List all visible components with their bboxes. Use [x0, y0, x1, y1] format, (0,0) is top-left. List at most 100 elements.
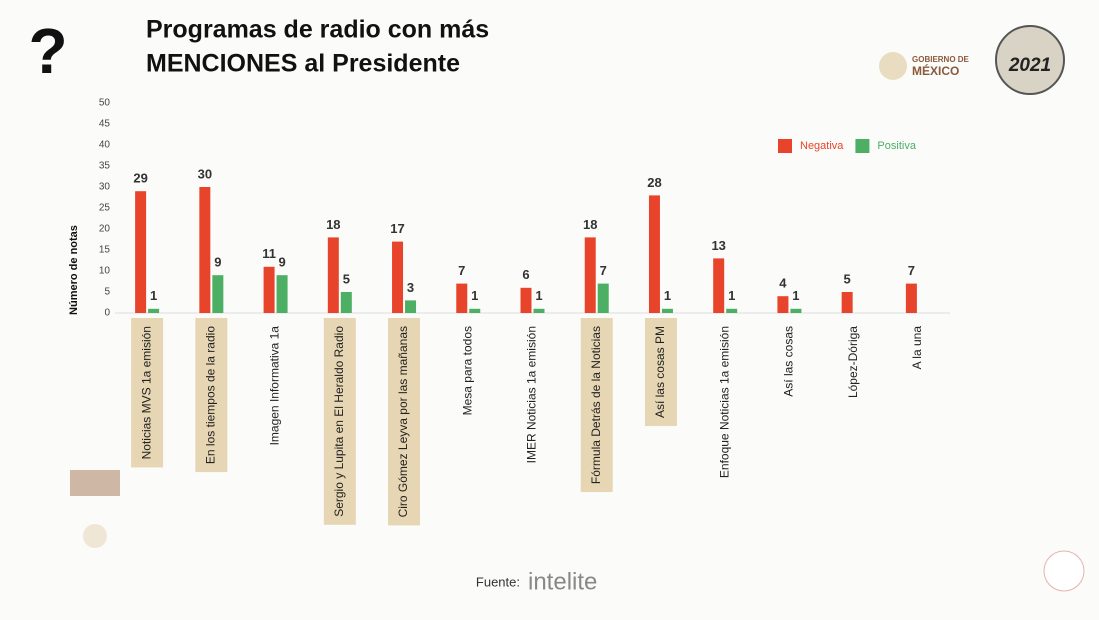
x-tick-label: Ciro Gómez Leyva por las mañanas: [396, 326, 410, 517]
bar: [713, 258, 725, 313]
x-tick-label: Así las cosas: [782, 326, 796, 397]
value-label: 18: [326, 217, 340, 232]
bar: [905, 283, 917, 313]
value-label: 7: [458, 263, 465, 278]
x-tick-label: Sergio y Lupita en El Heraldo Radio: [332, 326, 346, 517]
x-tick-label: Imagen Informativa 1a: [268, 326, 282, 446]
value-label: 1: [792, 288, 799, 303]
x-tick-label: Mesa para todos: [460, 326, 474, 415]
bar: [777, 296, 789, 313]
bar: [135, 191, 147, 313]
value-label: 4: [779, 276, 787, 291]
value-label: 3: [407, 280, 414, 295]
category-highlight: [644, 318, 677, 427]
category-label-group: En los tiempos de la radio: [195, 318, 228, 473]
value-label: 11: [262, 246, 276, 261]
y-tick-label: 0: [104, 308, 110, 319]
x-tick-label: En los tiempos de la radio: [204, 326, 218, 464]
logo-text: 2021: [1008, 55, 1051, 76]
x-tick-label: A la una: [910, 326, 924, 370]
bar: [405, 300, 417, 313]
category-label-group: Enfoque Noticias 1a emisión: [717, 326, 731, 478]
y-tick-label: 40: [99, 140, 111, 151]
value-label: 7: [908, 263, 915, 278]
x-tick-label: IMER Noticias 1a emisión: [525, 326, 539, 463]
bar: [148, 308, 160, 313]
question-icon: ?: [28, 15, 67, 87]
category-label-group: Así las cosas: [782, 326, 796, 397]
category-highlight: [323, 318, 356, 525]
category-label-group: Sergio y Lupita en El Heraldo Radio: [323, 318, 356, 525]
y-tick-label: 5: [104, 287, 110, 298]
logo-text: MÉXICO: [912, 63, 959, 78]
bar: [520, 287, 532, 313]
category-highlight: [131, 318, 164, 468]
chart-title: MENCIONES al Presidente: [146, 50, 460, 78]
bar: [392, 241, 404, 313]
value-label: 7: [600, 263, 607, 278]
decoration: [83, 524, 107, 548]
category-label-group: IMER Noticias 1a emisión: [525, 326, 539, 463]
legend-swatch: [778, 139, 792, 153]
category-label-group: López-Dóriga: [846, 326, 860, 398]
bar: [199, 187, 211, 313]
category-label-group: Imagen Informativa 1a: [268, 326, 282, 446]
category-highlight: [388, 318, 421, 526]
y-tick-label: 35: [99, 161, 111, 172]
source-label: Fuente:: [476, 574, 520, 589]
y-tick-label: 50: [99, 98, 111, 109]
value-label: 1: [471, 288, 478, 303]
source: intelite: [528, 568, 597, 595]
bar: [597, 283, 609, 313]
legend-swatch: [855, 139, 870, 153]
value-label: 1: [664, 288, 671, 303]
value-label: 5: [343, 271, 350, 286]
category-label-group: Así las cosas PM: [644, 318, 677, 427]
y-tick-label: 15: [99, 245, 111, 256]
value-label: 17: [390, 221, 404, 236]
bar: [263, 266, 275, 313]
bar: [533, 308, 545, 313]
x-tick-label: Así las cosas PM: [653, 326, 667, 418]
y-tick-label: 45: [99, 119, 111, 130]
x-tick-label: Enfoque Noticias 1a emisión: [717, 326, 731, 478]
value-label: 6: [522, 267, 529, 282]
bar: [212, 275, 224, 313]
decoration: [70, 470, 120, 496]
category-label-group: A la una: [910, 326, 924, 370]
logo-emblem: [879, 52, 907, 80]
value-label: 1: [728, 288, 735, 303]
value-label: 29: [133, 171, 147, 186]
x-tick-label: Noticias MVS 1a emisión: [139, 326, 153, 459]
bar: [841, 292, 853, 313]
decoration: [1043, 550, 1085, 592]
legend-label: Positiva: [877, 140, 916, 152]
bar: [469, 308, 481, 313]
y-tick-label: 10: [99, 266, 111, 277]
y-axis-label: Número de notas: [68, 225, 80, 315]
category-label-group: Ciro Gómez Leyva por las mañanas: [388, 318, 421, 526]
y-tick-label: 30: [99, 182, 111, 193]
value-label: 30: [198, 166, 212, 181]
bar: [584, 237, 596, 313]
bar: [726, 308, 738, 313]
value-label: 28: [647, 175, 661, 190]
bar: [661, 308, 673, 313]
category-highlight: [580, 318, 613, 493]
logo-text: GOBIERNO DE: [912, 55, 970, 64]
value-label: 5: [844, 271, 851, 286]
value-label: 13: [711, 238, 725, 253]
bar: [648, 195, 660, 313]
bar: [456, 283, 468, 313]
category-label-group: Noticias MVS 1a emisión: [131, 318, 164, 468]
bar: [327, 237, 339, 313]
value-label: 9: [214, 255, 221, 270]
value-label: 9: [278, 255, 285, 270]
chart-title: Programas de radio con más: [146, 16, 489, 44]
value-label: 1: [535, 288, 542, 303]
y-tick-label: 25: [99, 203, 111, 214]
category-highlight: [195, 318, 228, 473]
bar: [340, 292, 352, 313]
